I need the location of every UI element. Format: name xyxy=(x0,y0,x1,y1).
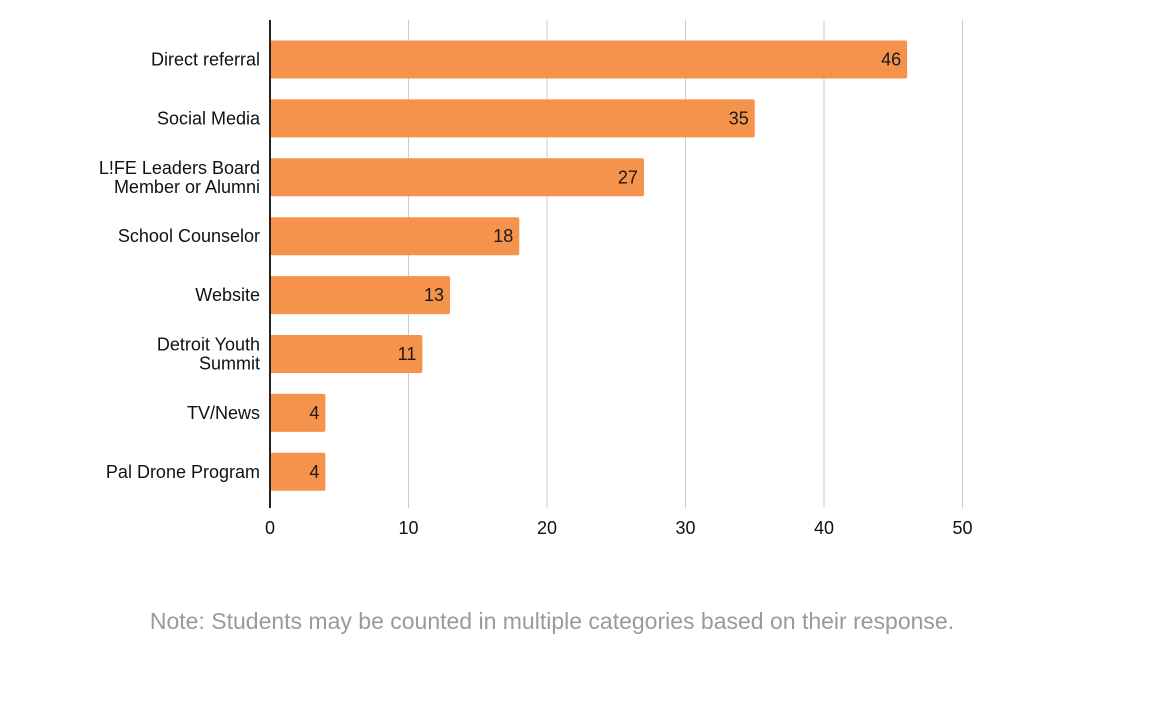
gridlines xyxy=(408,20,963,508)
data-label-6: 4 xyxy=(309,403,319,423)
category-label-line: School Counselor xyxy=(118,226,260,246)
data-label-1: 35 xyxy=(729,108,749,128)
category-label-1: Social Media xyxy=(157,108,261,128)
bar-5 xyxy=(270,335,423,373)
x-tick-label-20: 20 xyxy=(537,518,557,538)
category-label-6: TV/News xyxy=(187,403,260,423)
data-label-7: 4 xyxy=(309,462,319,482)
category-label-5: Detroit Youth Summit xyxy=(157,335,260,374)
category-label-line: Summit xyxy=(199,354,260,374)
data-label-4: 13 xyxy=(424,285,444,305)
chart-note: Note: Students may be counted in multipl… xyxy=(149,608,955,634)
x-tick-label-10: 10 xyxy=(398,518,418,538)
bar-6 xyxy=(270,393,326,432)
bar-4 xyxy=(270,276,451,315)
category-label-line: Website xyxy=(195,285,260,305)
category-label-2: L!FE Leaders Board Member or Alumni xyxy=(99,158,260,197)
category-label-7: Pal Drone Program xyxy=(106,462,260,482)
category-label-line: Member or Alumni xyxy=(114,177,260,197)
x-tick-label-50: 50 xyxy=(952,518,972,538)
bar-3 xyxy=(270,217,520,256)
category-label-line: TV/News xyxy=(187,403,260,423)
category-label-line: Direct referral xyxy=(151,50,260,70)
bar-7 xyxy=(270,452,326,491)
data-label-0: 46 xyxy=(881,50,901,70)
x-tick-label-40: 40 xyxy=(814,518,834,538)
category-label-line: Social Media xyxy=(157,108,261,128)
data-label-3: 18 xyxy=(493,226,513,246)
category-label-4: Website xyxy=(195,285,260,305)
x-tick-label-0: 0 xyxy=(265,518,275,538)
category-label-line: Pal Drone Program xyxy=(106,462,260,482)
data-label-2: 27 xyxy=(618,167,638,187)
category-label-line: L!FE Leaders Board xyxy=(99,158,260,178)
x-tick-label-30: 30 xyxy=(675,518,695,538)
category-label-line: Detroit Youth xyxy=(157,335,260,355)
bar-1 xyxy=(270,99,755,138)
bar-2 xyxy=(270,158,644,197)
labels: 46 Direct referral 35 Social Media 27 L!FE Le… xyxy=(99,50,973,539)
category-label-3: School Counselor xyxy=(118,226,260,246)
data-label-5: 11 xyxy=(398,344,417,364)
bar-0 xyxy=(270,40,908,79)
category-label-0: Direct referral xyxy=(151,50,260,70)
bars xyxy=(270,40,908,491)
